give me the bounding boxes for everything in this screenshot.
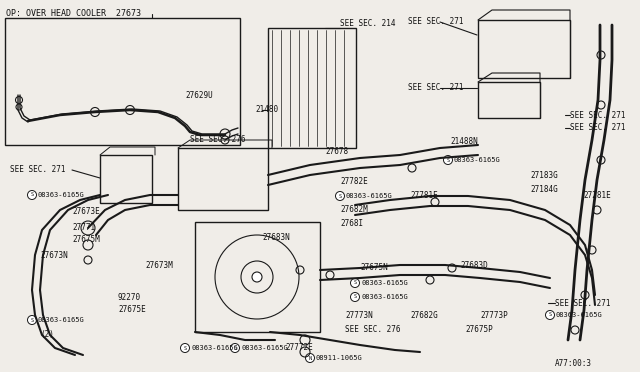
- Circle shape: [545, 311, 554, 320]
- Text: 08363-6165G: 08363-6165G: [556, 312, 603, 318]
- Text: SEE SEC. 271: SEE SEC. 271: [408, 83, 463, 93]
- Text: 92270: 92270: [118, 294, 141, 302]
- Bar: [100, 155, 152, 203]
- Bar: [268, 28, 356, 148]
- Text: 27773P: 27773P: [480, 311, 508, 320]
- Text: SEE SEC. 276: SEE SEC. 276: [190, 135, 246, 144]
- Circle shape: [444, 155, 452, 164]
- Text: 08363-6165G: 08363-6165G: [38, 317, 84, 323]
- Text: N: N: [308, 356, 312, 360]
- Text: A77:00:3: A77:00:3: [555, 359, 592, 369]
- Text: 27678: 27678: [325, 148, 348, 157]
- Text: 27281E: 27281E: [583, 190, 611, 199]
- Text: 27629U: 27629U: [185, 90, 212, 99]
- Text: 21488N: 21488N: [450, 138, 477, 147]
- Text: 27771: 27771: [72, 224, 95, 232]
- Text: 27772E: 27772E: [285, 343, 313, 353]
- Text: S: S: [447, 157, 449, 163]
- Text: 08363-6165G: 08363-6165G: [38, 192, 84, 198]
- Text: SEE SEC. 271: SEE SEC. 271: [408, 17, 463, 26]
- Text: 27781E: 27781E: [410, 192, 438, 201]
- Text: SEE SEC. 276: SEE SEC. 276: [345, 326, 401, 334]
- Circle shape: [351, 279, 360, 288]
- Text: 21480: 21480: [255, 106, 278, 115]
- Bar: [478, 20, 570, 78]
- Text: S: S: [31, 192, 33, 198]
- Bar: [5, 18, 240, 145]
- Text: 27673M: 27673M: [145, 260, 173, 269]
- Circle shape: [351, 292, 360, 301]
- Circle shape: [305, 353, 314, 362]
- Text: 08911-1065G: 08911-1065G: [316, 355, 363, 361]
- Text: 27673N: 27673N: [40, 250, 68, 260]
- Circle shape: [180, 343, 189, 353]
- Text: 08363-6165G: 08363-6165G: [454, 157, 500, 163]
- Text: (2): (2): [40, 330, 54, 339]
- Circle shape: [28, 315, 36, 324]
- Text: SEE SEC. 271: SEE SEC. 271: [555, 298, 611, 308]
- Text: S: S: [339, 193, 342, 199]
- Text: 27184G: 27184G: [530, 186, 557, 195]
- Circle shape: [335, 192, 344, 201]
- Text: 27675P: 27675P: [465, 326, 493, 334]
- Text: 08363-6165G: 08363-6165G: [241, 345, 288, 351]
- Text: S: S: [31, 317, 33, 323]
- Text: 27675N: 27675N: [360, 263, 388, 273]
- Text: 27673E: 27673E: [72, 208, 100, 217]
- Circle shape: [252, 272, 262, 282]
- Text: OP: OVER HEAD COOLER  27673: OP: OVER HEAD COOLER 27673: [6, 10, 141, 19]
- Text: SEE SEC. 271: SEE SEC. 271: [570, 110, 625, 119]
- Bar: [178, 148, 268, 210]
- Text: 08363-6165G: 08363-6165G: [361, 280, 408, 286]
- Text: 27683N: 27683N: [262, 234, 290, 243]
- Text: S: S: [184, 346, 187, 350]
- Text: 27683D: 27683D: [460, 260, 488, 269]
- Text: S: S: [548, 312, 552, 317]
- Text: 27675M: 27675M: [72, 235, 100, 244]
- Text: S: S: [234, 346, 237, 350]
- Text: SEE SEC. 214: SEE SEC. 214: [340, 19, 396, 28]
- Text: 27183G: 27183G: [530, 170, 557, 180]
- Text: 2768I: 2768I: [340, 219, 363, 228]
- Circle shape: [230, 343, 239, 353]
- Bar: [478, 82, 540, 118]
- Text: 27675E: 27675E: [118, 305, 146, 314]
- Circle shape: [28, 190, 36, 199]
- Text: 27682M: 27682M: [340, 205, 368, 215]
- Text: SEE SEC. 271: SEE SEC. 271: [570, 124, 625, 132]
- Text: SEE SEC. 271: SEE SEC. 271: [10, 166, 65, 174]
- Text: 27682G: 27682G: [410, 311, 438, 320]
- Bar: [195, 222, 320, 332]
- Text: 27782E: 27782E: [340, 177, 368, 186]
- Text: 08363-6165G: 08363-6165G: [361, 294, 408, 300]
- Text: 08363-6165G: 08363-6165G: [346, 193, 393, 199]
- Text: S: S: [353, 295, 356, 299]
- Text: 08363-6165G: 08363-6165G: [191, 345, 237, 351]
- Text: 27773N: 27773N: [345, 311, 372, 320]
- Text: S: S: [353, 280, 356, 285]
